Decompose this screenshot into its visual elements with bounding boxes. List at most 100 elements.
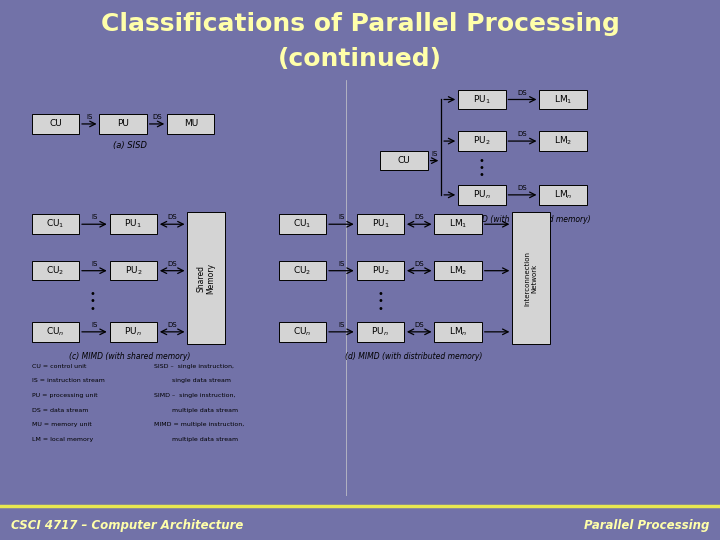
Text: PU: PU <box>117 119 129 129</box>
Bar <box>539 185 587 205</box>
Text: •: • <box>479 156 485 166</box>
Text: (d) MIMD (with distributed memory): (d) MIMD (with distributed memory) <box>346 352 483 361</box>
Bar <box>434 214 482 234</box>
Text: MU = memory unit: MU = memory unit <box>32 422 91 427</box>
Text: CU: CU <box>49 119 62 129</box>
Text: single data stream: single data stream <box>153 379 230 383</box>
Text: PU$_1$: PU$_1$ <box>125 218 142 231</box>
Text: multiple data stream: multiple data stream <box>153 408 238 413</box>
Text: DS: DS <box>415 322 424 328</box>
Text: LM$_n$: LM$_n$ <box>449 326 467 338</box>
Text: PU$_2$: PU$_2$ <box>473 135 490 147</box>
Text: multiple data stream: multiple data stream <box>153 437 238 442</box>
Bar <box>99 114 147 134</box>
Bar <box>380 151 428 171</box>
Bar <box>109 322 157 342</box>
Bar <box>167 114 215 134</box>
Bar <box>279 261 326 280</box>
Text: PU$_1$: PU$_1$ <box>473 93 490 106</box>
Bar <box>434 322 482 342</box>
Text: PU = processing unit: PU = processing unit <box>32 393 97 398</box>
Text: PU$_n$: PU$_n$ <box>372 326 389 338</box>
Text: DS: DS <box>167 322 177 328</box>
Text: (continued): (continued) <box>278 47 442 71</box>
Bar <box>109 214 157 234</box>
Text: •: • <box>90 296 96 306</box>
Text: DS: DS <box>167 214 177 220</box>
Bar <box>32 114 79 134</box>
Bar <box>356 214 404 234</box>
Text: Classifications of Parallel Processing: Classifications of Parallel Processing <box>101 12 619 36</box>
Text: PU$_1$: PU$_1$ <box>372 218 389 231</box>
Text: (b) SIMD (with distributed memory): (b) SIMD (with distributed memory) <box>454 215 590 224</box>
Bar <box>109 261 157 280</box>
Text: DS: DS <box>152 114 162 120</box>
Text: SIMD –  single instruction,: SIMD – single instruction, <box>153 393 235 398</box>
Text: •: • <box>377 289 383 299</box>
Bar <box>458 90 505 109</box>
Text: PU$_2$: PU$_2$ <box>372 265 389 277</box>
Text: DS: DS <box>415 214 424 220</box>
Text: IS: IS <box>91 214 97 220</box>
Text: LM$_2$: LM$_2$ <box>554 135 572 147</box>
Text: CU$_2$: CU$_2$ <box>46 265 65 277</box>
Text: LM$_1$: LM$_1$ <box>554 93 572 106</box>
Text: CU$_n$: CU$_n$ <box>293 326 312 338</box>
Text: DS: DS <box>167 261 177 267</box>
Bar <box>32 214 79 234</box>
Text: IS: IS <box>431 151 438 157</box>
Text: LM$_n$: LM$_n$ <box>554 188 572 201</box>
Text: MIMD = multiple instruction,: MIMD = multiple instruction, <box>153 422 244 427</box>
Bar <box>32 261 79 280</box>
Text: CU$_n$: CU$_n$ <box>46 326 65 338</box>
Text: Interconnection
Network: Interconnection Network <box>524 251 537 306</box>
Text: DS: DS <box>415 261 424 267</box>
Bar <box>539 90 587 109</box>
Text: Shared
Memory: Shared Memory <box>197 262 216 294</box>
Text: (c) MIMD (with shared memory): (c) MIMD (with shared memory) <box>69 352 191 361</box>
Text: •: • <box>479 163 485 173</box>
Text: IS: IS <box>338 322 345 328</box>
Bar <box>458 185 505 205</box>
Bar <box>434 261 482 280</box>
Text: DS: DS <box>518 185 527 191</box>
Bar <box>356 322 404 342</box>
Text: PU$_n$: PU$_n$ <box>473 188 490 201</box>
Text: CU$_2$: CU$_2$ <box>293 265 312 277</box>
Text: PU$_2$: PU$_2$ <box>125 265 142 277</box>
Text: •: • <box>90 303 96 314</box>
Text: CU$_1$: CU$_1$ <box>46 218 65 231</box>
Bar <box>513 212 549 344</box>
Bar <box>279 214 326 234</box>
Text: IS: IS <box>338 214 345 220</box>
Text: IS: IS <box>338 261 345 267</box>
Bar <box>187 212 225 344</box>
Text: •: • <box>377 296 383 306</box>
Text: DS: DS <box>518 90 527 96</box>
Bar <box>279 322 326 342</box>
Text: LM$_1$: LM$_1$ <box>449 218 467 231</box>
Bar <box>356 261 404 280</box>
Text: LM = local memory: LM = local memory <box>32 437 93 442</box>
Text: LM$_2$: LM$_2$ <box>449 265 467 277</box>
Text: CU$_1$: CU$_1$ <box>293 218 312 231</box>
Text: CU = control unit: CU = control unit <box>32 363 86 369</box>
Bar <box>458 131 505 151</box>
Text: (a) SISD: (a) SISD <box>113 141 147 151</box>
Text: CSCI 4717 – Computer Architecture: CSCI 4717 – Computer Architecture <box>11 519 243 532</box>
Text: IS: IS <box>86 114 92 120</box>
Bar <box>32 322 79 342</box>
Text: IS = instruction stream: IS = instruction stream <box>32 379 104 383</box>
Text: CU: CU <box>397 156 410 165</box>
Text: IS: IS <box>91 261 97 267</box>
Text: •: • <box>479 170 485 180</box>
Text: Parallel Processing: Parallel Processing <box>584 519 709 532</box>
Text: DS = data stream: DS = data stream <box>32 408 88 413</box>
Text: MU: MU <box>184 119 198 129</box>
Text: DS: DS <box>518 131 527 137</box>
Text: •: • <box>90 289 96 299</box>
Text: PU$_n$: PU$_n$ <box>125 326 142 338</box>
Text: IS: IS <box>91 322 97 328</box>
Text: SISD –  single instruction,: SISD – single instruction, <box>153 363 233 369</box>
Bar <box>539 131 587 151</box>
